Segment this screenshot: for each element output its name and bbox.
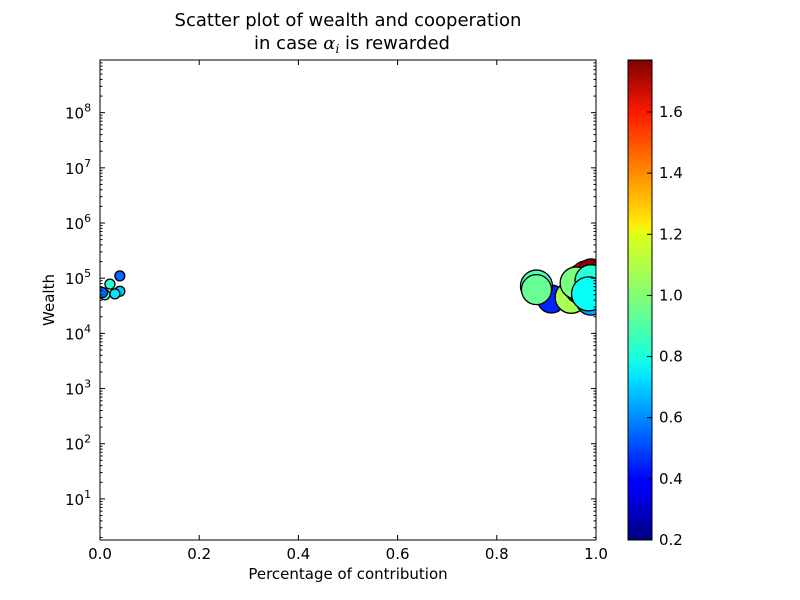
y-tick-label: 107 [65,157,91,178]
y-tick-label: 103 [65,378,91,399]
data-point [114,270,126,282]
y-tick-label: 106 [65,212,91,233]
chart-title-line2: in case αi is rewarded [254,33,450,56]
y-tick-label: 102 [65,433,91,454]
data-point [570,276,596,312]
colorbar-tick-label: 1.0 [659,286,683,304]
x-tick-label: 0.4 [286,545,310,563]
x-tick-label: 0.6 [386,545,410,563]
plot-area [100,60,596,540]
colorbar-tick-label: 0.6 [659,409,683,427]
x-tick-label: 0.0 [88,545,112,563]
colorbar-tick-label: 0.2 [659,531,683,549]
plot-frame [99,59,597,541]
x-axis-label: Percentage of contribution [248,565,447,583]
colorbar-tick-label: 0.4 [659,470,683,488]
x-tick-label: 0.2 [187,545,211,563]
y-tick-label: 105 [65,267,91,288]
colorbar-ticks: 0.2 0.4 0.6 0.8 1.0 1.2 1.4 1.6 [647,103,683,549]
data-point [100,286,109,299]
colorbar-tick-label: 1.6 [659,103,683,121]
colorbar-tick-label: 1.4 [659,164,683,182]
x-axis-ticks: 0.0 0.2 0.4 0.6 0.8 1.0 [88,60,608,563]
data-point [520,273,553,306]
data-point [104,278,116,290]
x-tick-label: 1.0 [584,545,608,563]
colorbar-tick-label: 1.2 [659,225,683,243]
points-layer [100,258,596,316]
data-point [109,288,121,300]
y-axis-label: Wealth [40,274,58,326]
y-tick-label: 104 [65,322,91,343]
colorbar-tick-label: 0.8 [659,348,683,366]
chart-title-line1: Scatter plot of wealth and cooperation [175,10,522,31]
colorbar [627,59,653,541]
y-tick-label: 108 [65,102,91,123]
x-tick-label: 0.8 [485,545,509,563]
y-tick-label: 101 [65,488,91,509]
